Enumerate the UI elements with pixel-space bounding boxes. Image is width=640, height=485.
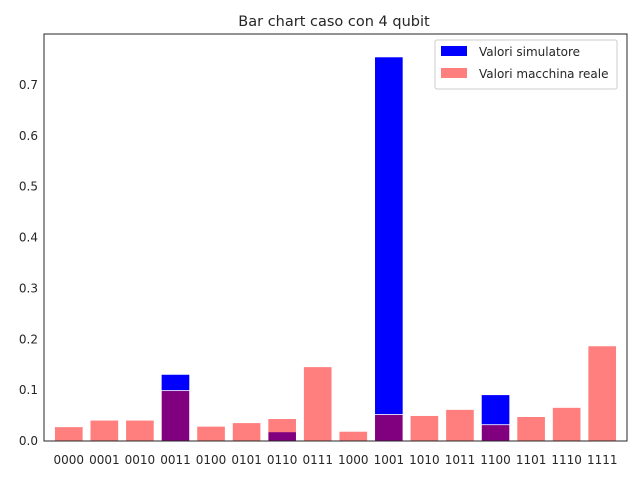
bar-real-machine-0100 [196,425,226,442]
bar-real-machine-1110 [552,407,582,442]
bar-real-machine-1011 [445,409,475,442]
bar-real-machine-0011 [160,390,191,442]
x-tick-label: 1011 [445,453,476,467]
x-tick-label: 1110 [551,453,582,467]
bar-real-machine-0110 [267,418,297,442]
bar-real-machine-0111 [303,366,333,442]
x-tick-label: 0000 [54,453,85,467]
real-machine-bars [54,345,617,442]
bar-simulator-1001 [374,56,404,442]
legend-box [434,39,618,90]
x-tick-label: 0101 [231,453,262,467]
legend-label-simulator: Valori simulatore [479,45,580,59]
x-tick-label: 1111 [587,453,618,467]
bar-real-machine-0101 [231,422,262,442]
y-tick-label: 0.2 [19,332,38,346]
plot-frame [43,33,628,442]
y-axis-ticks: 0.0 0.1 0.2 0.3 0.4 0.5 0.6 0.7 [19,78,38,448]
bar-real-machine-1111 [587,345,617,442]
bar-real-machine-1010 [409,415,440,442]
legend-label-real-machine: Valori macchina reale [479,67,608,81]
y-tick-label: 0.4 [19,231,38,245]
bar-real-machine-0001 [89,419,119,442]
x-tick-label: 0111 [302,453,333,467]
y-tick-label: 0.3 [19,281,38,295]
simulator-bars [160,56,511,442]
x-tick-label: 1010 [409,453,440,467]
x-tick-label: 1101 [516,453,547,467]
x-tick-label: 0010 [125,453,156,467]
legend-swatch-simulator [441,46,467,56]
bar-real-machine-1101 [516,416,546,442]
x-tick-label: 0100 [196,453,227,467]
x-tick-label: 1001 [374,453,405,467]
bar-real-machine-1001 [374,414,404,442]
y-tick-label: 0.1 [19,383,38,397]
y-tick-label: 0.6 [19,129,38,143]
bar-real-machine-0000 [54,426,84,442]
y-tick-label: 0.5 [19,180,38,194]
x-tick-label: 0011 [160,453,191,467]
x-tick-label: 0001 [89,453,120,467]
x-axis-ticks: 0000 0001 0010 0011 0100 0101 0110 0111 1000 1001… [54,453,618,467]
x-tick-label: 1000 [338,453,369,467]
bar-real-machine-1100 [480,424,511,442]
legend-swatch-real-machine [441,68,467,78]
legend: Valori simulatore Valori macchina reale [434,39,618,90]
y-tick-label: 0.0 [19,434,38,448]
bar-real-machine-0010 [125,419,155,442]
x-tick-label: 0110 [267,453,298,467]
bar-real-machine-1000 [338,430,368,442]
y-tick-label: 0.7 [19,78,38,92]
chart-title: Bar chart caso con 4 qubit [238,14,430,30]
x-tick-label: 1100 [480,453,511,467]
